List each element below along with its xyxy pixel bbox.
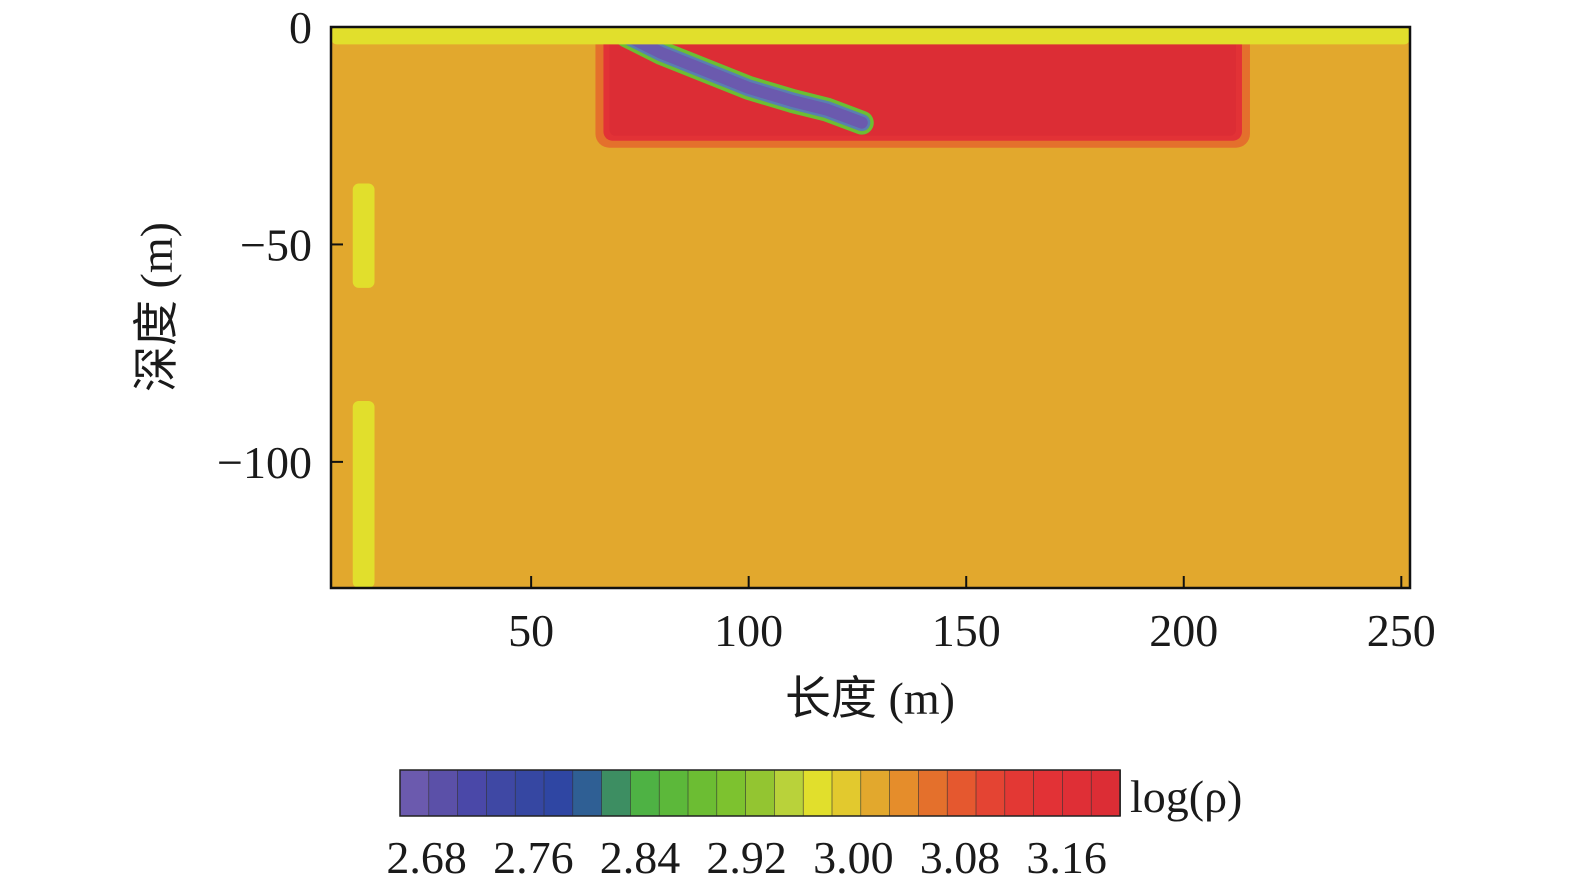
colorbar-tick-label: 2.92 — [706, 832, 787, 883]
x-tick-label: 100 — [714, 605, 783, 656]
colorbar-swatch — [543, 769, 574, 817]
colorbar-swatch — [658, 769, 689, 817]
y-tick-label: −100 — [217, 437, 312, 488]
colorbar-swatch — [601, 769, 632, 817]
plot-frame — [329, 25, 1412, 590]
anomaly-high-resistivity — [609, 35, 1236, 136]
y-axis: 0 −50 −100 — [217, 2, 343, 488]
colorbar-swatch — [860, 769, 891, 817]
colorbar-swatch — [1090, 769, 1121, 817]
colorbar-tick-label: 3.08 — [920, 832, 1001, 883]
anomaly-strip — [352, 401, 375, 588]
x-tick-label: 50 — [508, 605, 554, 656]
colorbar-tick-label: 3.16 — [1026, 832, 1107, 883]
colorbar-label: log(ρ) — [1130, 771, 1242, 822]
x-tick-label: 150 — [932, 605, 1001, 656]
colorbar-tick-label: 2.68 — [386, 832, 467, 883]
colorbar-swatch — [802, 769, 833, 817]
anomaly-strip — [352, 183, 375, 288]
colorbar-tick-label: 2.76 — [493, 832, 574, 883]
plot-area — [331, 27, 1410, 588]
colorbar-swatch — [572, 769, 603, 817]
colorbar-swatch — [399, 769, 430, 817]
colorbar-swatch — [687, 769, 718, 817]
colorbar-swatch — [457, 769, 488, 817]
y-axis-label: 深度 (m) — [131, 222, 182, 392]
colorbar-swatch — [774, 769, 805, 817]
colorbar-swatch — [975, 769, 1006, 817]
colorbar: 2.68 2.76 2.84 2.92 3.00 3.08 3.16 — [386, 769, 1121, 883]
colorbar-swatch — [1062, 769, 1093, 817]
colorbar-swatch — [946, 769, 977, 817]
x-tick-label: 250 — [1367, 605, 1436, 656]
colorbar-swatch — [889, 769, 920, 817]
y-tick-label: −50 — [240, 219, 312, 270]
colorbar-swatch — [1033, 769, 1064, 817]
colorbar-swatch — [1004, 769, 1035, 817]
anomaly-low-resistivity — [620, 29, 868, 129]
x-tick-label: 200 — [1149, 605, 1218, 656]
colorbar-swatch — [630, 769, 661, 817]
colorbar-swatch — [745, 769, 776, 817]
colorbar-swatch — [486, 769, 517, 817]
anomaly-strip — [331, 27, 1410, 45]
x-axis-label: 长度 (m) — [785, 673, 955, 724]
colorbar-tick-label: 2.84 — [600, 832, 681, 883]
colorbar-swatch — [831, 769, 862, 817]
colorbar-swatch — [716, 769, 747, 817]
colorbar-swatch — [428, 769, 459, 817]
colorbar-tick-label: 3.00 — [813, 832, 894, 883]
colorbar-frame — [399, 769, 1121, 817]
colorbar-swatch — [918, 769, 949, 817]
x-axis: 50 100 150 200 250 — [508, 576, 1436, 656]
colorbar-swatch — [514, 769, 545, 817]
y-tick-label: 0 — [289, 2, 312, 53]
